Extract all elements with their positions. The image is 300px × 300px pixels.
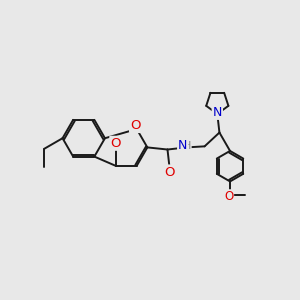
Text: O: O [164, 166, 175, 178]
Text: O: O [224, 190, 233, 203]
Text: N: N [213, 106, 222, 119]
Text: H: H [182, 141, 191, 151]
Text: O: O [130, 119, 140, 132]
Text: N: N [178, 139, 188, 152]
Text: O: O [110, 137, 121, 150]
